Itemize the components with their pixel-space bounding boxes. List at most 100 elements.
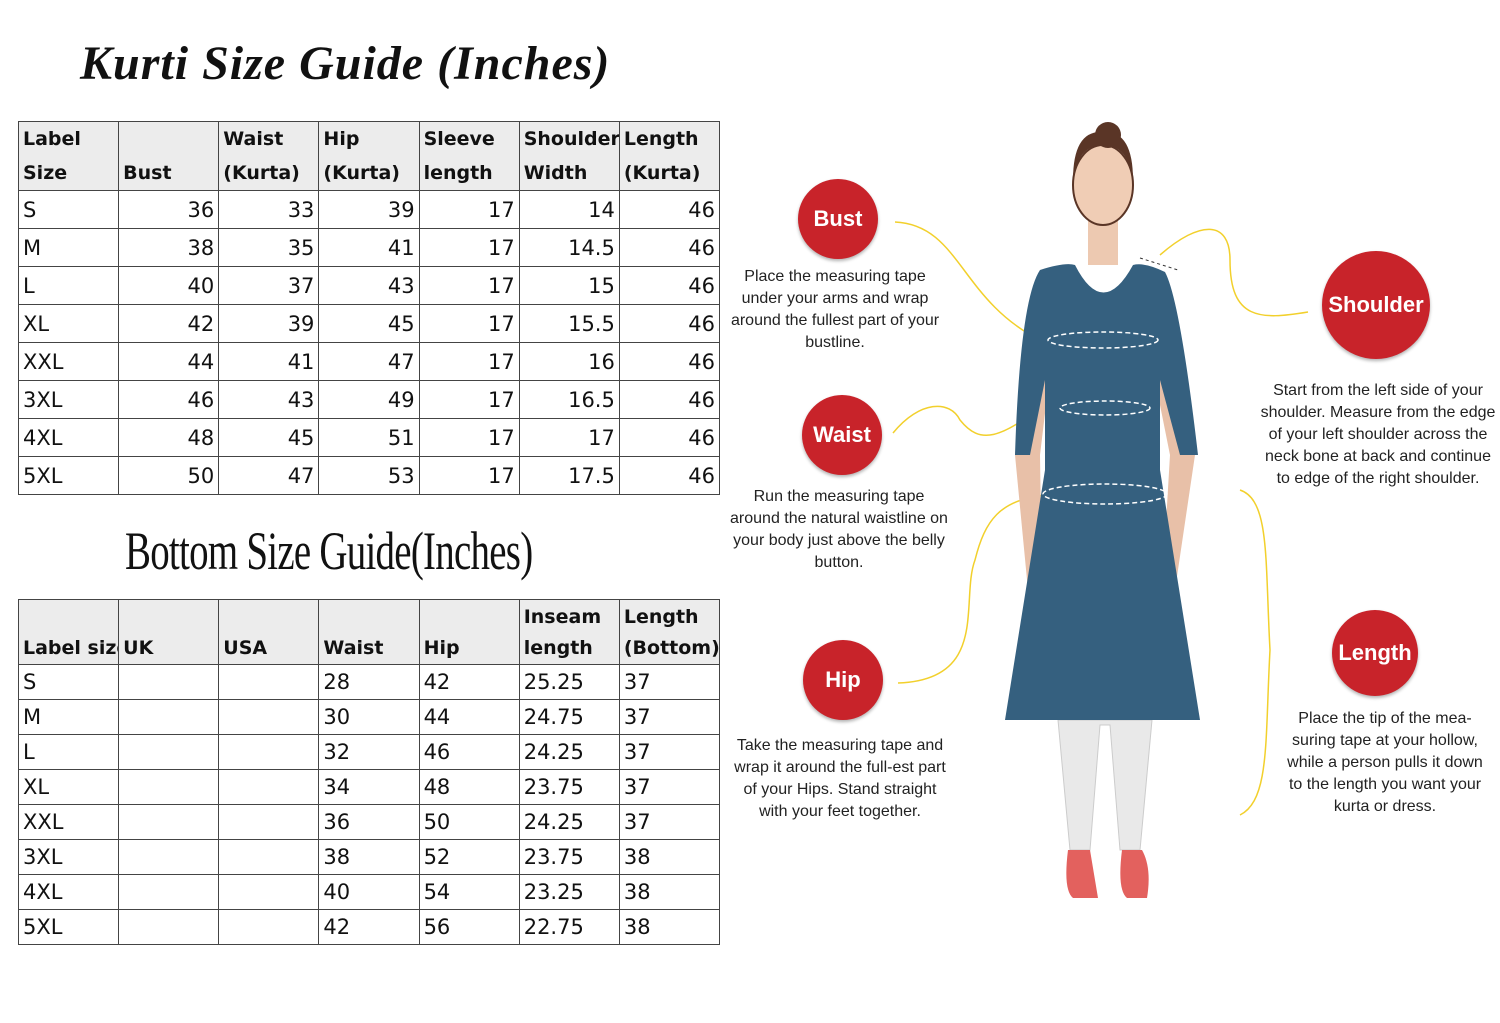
table-cell: 17 [418,456,520,495]
table-cell: 46 [618,266,721,305]
table-cell: 44 [418,699,520,735]
bust-badge: Bust [798,179,878,259]
table-cell: 45 [318,304,420,343]
table-cell: 37 [218,266,320,305]
column-header: Waist [318,599,420,665]
table-cell: 46 [618,342,721,381]
table-cell: 41 [218,342,320,381]
table-cell: 17 [418,304,520,343]
table-cell [118,909,220,945]
table-cell: 5XL [17,909,120,945]
table-cell: 17 [418,380,520,419]
table-cell: 37 [618,664,721,700]
table-row: M 30 44 24.75 37 [17,699,721,735]
table-cell: L [17,734,120,770]
table-cell: 17 [418,266,520,305]
table-cell: 23.75 [518,839,620,875]
table-cell: 46 [618,456,721,495]
length-description: Place the tip of the mea-suring tape at … [1287,710,1483,815]
table-cell: 45 [218,418,320,457]
table-row: 4XL 48 45 51 17 17 46 [17,418,721,457]
table-row: XXL 44 41 47 17 16 46 [17,342,721,381]
table-cell: 35 [218,228,320,267]
table-cell: 42 [318,909,420,945]
column-header: Length (Kurta) [618,121,721,191]
kurti-size-table: Label Size Bust Waist (Kurta) Hip (Kurta) Sl… [17,121,721,495]
table-cell: XXL [17,804,120,840]
table-cell: 54 [418,874,520,910]
table-cell: 40 [318,874,420,910]
table-cell: 24.25 [518,734,620,770]
table-row: L 32 46 24.25 37 [17,734,721,770]
table-cell: 15 [518,266,620,305]
table-cell: 39 [218,304,320,343]
bottom-title: Bottom Size Guide(Inches) [125,521,533,581]
table-row: 5XL 42 56 22.75 38 [17,909,721,945]
table-cell: 50 [418,804,520,840]
table-cell: 37 [618,734,721,770]
table-cell: 22.75 [518,909,620,945]
table-cell: L [17,266,120,305]
table-cell [218,734,320,770]
column-header: Length (Bottom) [618,599,721,665]
table-cell [118,664,220,700]
table-cell: 46 [618,380,721,419]
table-row: L 40 37 43 17 15 46 [17,266,721,305]
shoulder-description: Start from the left side of your shoulde… [1260,382,1496,487]
table-cell: 53 [318,456,420,495]
table-cell: 17.5 [518,456,620,495]
shoulder-badge: Shoulder [1322,251,1430,359]
column-header: Shoulder Width [518,121,620,191]
table-cell: 17 [418,190,520,229]
table-cell: 38 [318,839,420,875]
table-cell: 3XL [17,380,120,419]
table-row: 4XL 40 54 23.25 38 [17,874,721,910]
table-cell: 23.75 [518,769,620,805]
table-cell: 24.75 [518,699,620,735]
table-cell: 46 [618,304,721,343]
table-cell: M [17,699,120,735]
table-cell: 28 [318,664,420,700]
length-badge: Length [1332,610,1418,696]
table-row: M 38 35 41 17 14.5 46 [17,228,721,267]
hip-badge: Hip [803,640,883,720]
column-header: Sleeve length [418,121,520,191]
table-cell: 40 [118,266,220,305]
waist-description: Run the measuring tape around the natura… [730,488,948,571]
column-header: USA [218,599,320,665]
column-header: UK [118,599,220,665]
table-cell: 17 [418,342,520,381]
table-cell: 16.5 [518,380,620,419]
table-cell: XL [17,304,120,343]
table-cell: 50 [118,456,220,495]
kurti-title: Kurti Size Guide (Inches) [80,37,611,90]
column-header: Waist (Kurta) [218,121,320,191]
table-cell: 47 [218,456,320,495]
waist-badge: Waist [802,395,882,475]
bottom-size-table: Label sizeUKUSAWaistHipInseam lengthLeng… [17,599,721,945]
table-row: XL 42 39 45 17 15.5 46 [17,304,721,343]
table-cell: 25.25 [518,664,620,700]
table-cell: 46 [618,228,721,267]
table-cell: 33 [218,190,320,229]
table-cell [218,699,320,735]
table-cell [218,839,320,875]
table-cell: 44 [118,342,220,381]
table-row: S 28 42 25.25 37 [17,664,721,700]
table-cell: 14.5 [518,228,620,267]
table-row: XL 34 48 23.75 37 [17,769,721,805]
table-cell: 23.25 [518,874,620,910]
table-cell: 37 [618,804,721,840]
bust-description: Place the measuring tape under your arms… [730,268,940,351]
table-cell: 15.5 [518,304,620,343]
column-header: Hip (Kurta) [318,121,420,191]
table-cell: 47 [318,342,420,381]
table-cell [118,699,220,735]
table-cell: 17 [518,418,620,457]
table-cell: 37 [618,699,721,735]
table-cell: 36 [118,190,220,229]
table-cell [118,839,220,875]
table-cell [118,734,220,770]
column-header: Label Size [17,121,120,191]
